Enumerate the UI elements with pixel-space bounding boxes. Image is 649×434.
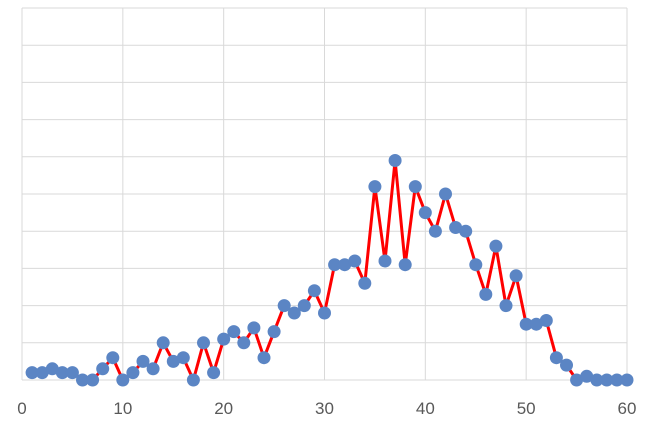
- data-point: [348, 254, 362, 268]
- data-point: [570, 373, 584, 387]
- data-point: [590, 373, 604, 387]
- data-point: [267, 325, 281, 339]
- data-point: [489, 239, 503, 253]
- data-point: [439, 187, 452, 201]
- data-point: [600, 373, 614, 387]
- data-point: [479, 287, 493, 301]
- x-axis-tick-labels: 0 10 20 30 40 50 60: [17, 399, 636, 418]
- data-point: [176, 351, 190, 365]
- data-point: [186, 373, 200, 387]
- data-point: [338, 258, 352, 272]
- data-point: [378, 254, 392, 268]
- x-tick-label: 50: [517, 399, 536, 418]
- data-points: [25, 154, 634, 387]
- data-point: [388, 154, 402, 167]
- data-point: [247, 321, 261, 335]
- data-point: [297, 299, 311, 313]
- data-point: [549, 351, 563, 365]
- data-point: [368, 180, 382, 194]
- data-point: [207, 366, 221, 380]
- data-point: [166, 354, 180, 368]
- data-point: [469, 258, 483, 272]
- data-point: [197, 336, 210, 350]
- data-point: [287, 306, 301, 320]
- data-point: [25, 366, 39, 380]
- data-point: [318, 306, 331, 320]
- x-tick-label: 30: [315, 399, 334, 418]
- x-tick-label: 20: [214, 399, 233, 418]
- data-point: [580, 369, 594, 383]
- data-point: [86, 373, 100, 387]
- data-point: [106, 351, 120, 365]
- data-point: [227, 325, 241, 339]
- data-point: [620, 373, 634, 387]
- data-point: [217, 332, 231, 346]
- data-point: [560, 358, 573, 372]
- data-point: [418, 206, 432, 220]
- series-line: [32, 159, 627, 382]
- data-point: [307, 284, 321, 298]
- data-point: [358, 276, 372, 290]
- data-point: [116, 373, 130, 387]
- data-point: [529, 317, 543, 331]
- data-point: [35, 366, 49, 380]
- data-point: [96, 362, 110, 376]
- data-point: [519, 317, 533, 331]
- x-tick-label: 60: [618, 399, 637, 418]
- data-point: [539, 314, 553, 327]
- x-tick-label: 40: [416, 399, 435, 418]
- data-point: [257, 351, 271, 365]
- data-point: [499, 299, 513, 313]
- data-point: [146, 362, 160, 376]
- data-point: [449, 221, 463, 234]
- data-point: [76, 373, 89, 387]
- x-tick-label: 10: [113, 399, 132, 418]
- data-point: [126, 366, 140, 380]
- data-point: [277, 299, 291, 313]
- data-point: [45, 362, 59, 376]
- data-point: [398, 258, 412, 272]
- data-point: [610, 373, 624, 387]
- data-point: [428, 224, 442, 238]
- data-point: [509, 269, 523, 283]
- data-point: [459, 224, 473, 238]
- data-point: [156, 336, 170, 350]
- data-point: [65, 366, 79, 380]
- x-tick-label: 0: [17, 399, 26, 418]
- horizontal-gridlines: [22, 7, 627, 381]
- data-point: [408, 180, 422, 194]
- data-point: [237, 336, 251, 350]
- data-point: [136, 354, 150, 368]
- data-point: [55, 366, 69, 380]
- data-point: [328, 258, 342, 272]
